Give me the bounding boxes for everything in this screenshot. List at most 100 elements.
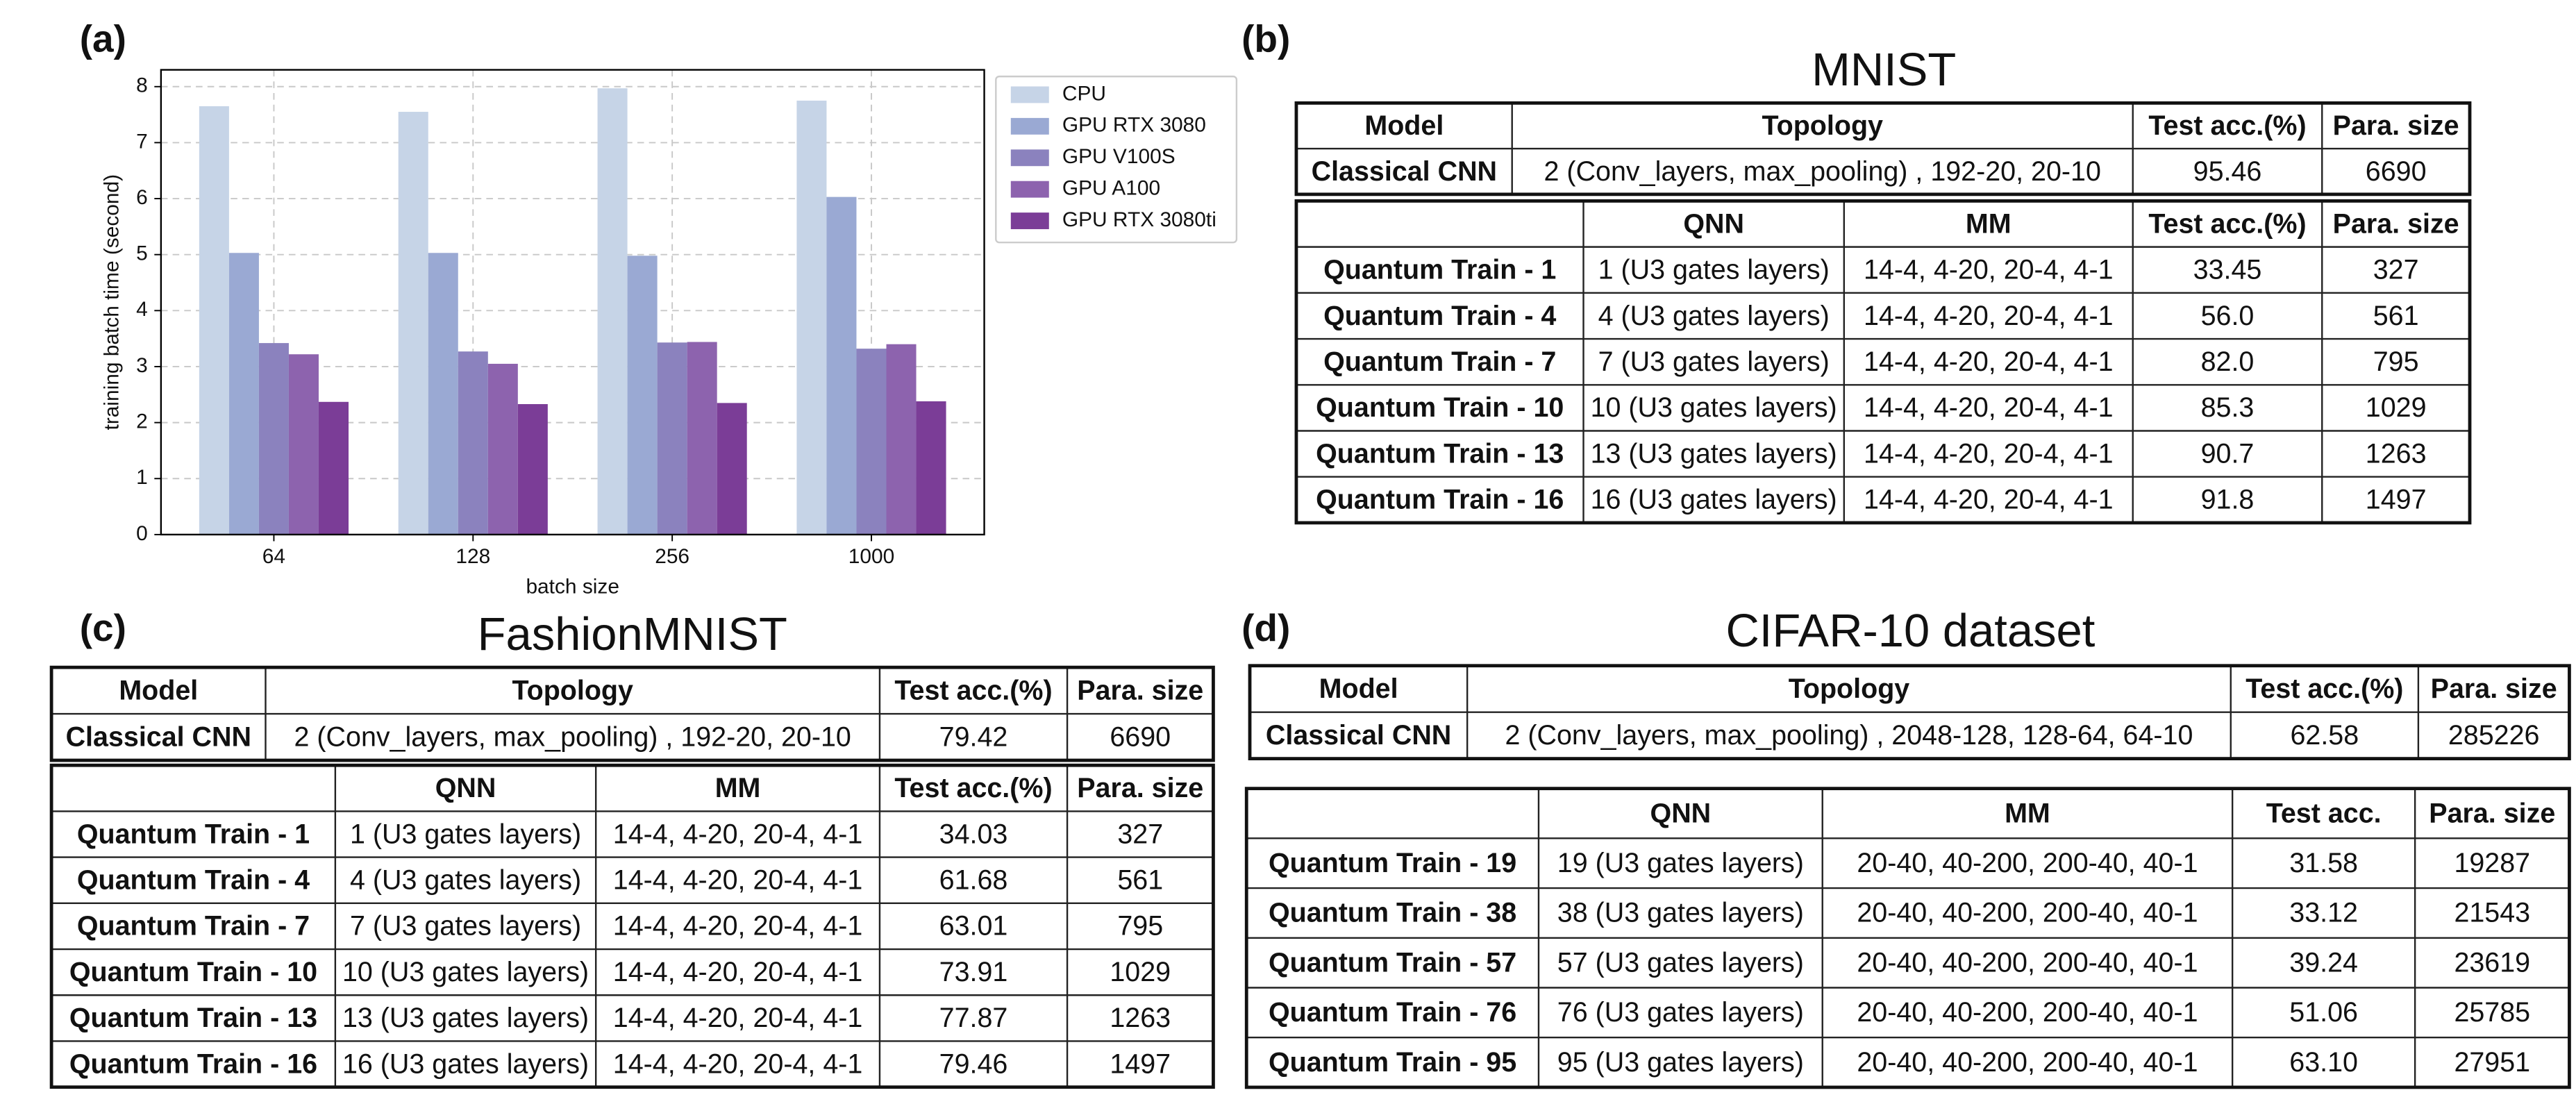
table-cell: 21543 xyxy=(2454,898,2530,928)
table-cell: Classical CNN xyxy=(66,721,251,752)
bar xyxy=(886,344,917,535)
table-header: Para. size xyxy=(1077,773,1203,803)
table-cell: 795 xyxy=(2373,346,2419,377)
table-cell: 795 xyxy=(1117,911,1163,942)
table-cell: 14-4, 4-20, 20-4, 4-1 xyxy=(1864,438,2114,469)
bar xyxy=(458,351,488,535)
table-header: MM xyxy=(2005,798,2050,828)
table-frame xyxy=(1294,101,2472,196)
bar xyxy=(627,256,658,535)
bar xyxy=(687,342,717,535)
bar xyxy=(597,88,628,535)
table-cell: Quantum Train - 1 xyxy=(77,819,310,849)
table-cell: 16 (U3 gates layers) xyxy=(1591,485,1837,515)
table-cell: Quantum Train - 13 xyxy=(1316,438,1564,469)
table-cell: 285226 xyxy=(2448,720,2540,751)
y-tick-label: 1 xyxy=(136,466,148,489)
x-tick-label: 1000 xyxy=(848,545,894,568)
panel-label: (c) xyxy=(80,606,126,649)
y-tick-label: 5 xyxy=(136,242,148,265)
table-header: Para. size xyxy=(2333,110,2459,141)
table-header: Test acc.(%) xyxy=(894,773,1052,803)
table-cell: 2 (Conv_layers, max_pooling) , 192-20, 2… xyxy=(1544,156,2101,187)
table-cell: Quantum Train - 76 xyxy=(1269,997,1516,1028)
table-cell: 20-40, 40-200, 200-40, 40-1 xyxy=(1857,1047,2198,1078)
table-frame xyxy=(1294,199,2472,525)
table-header: Test acc.(%) xyxy=(2148,110,2306,141)
table-cell: 63.10 xyxy=(2289,1047,2358,1078)
table-cell: 14-4, 4-20, 20-4, 4-1 xyxy=(1864,255,2114,285)
panel-label: (d) xyxy=(1241,606,1290,649)
legend-box xyxy=(995,75,1238,244)
table-cell: 14-4, 4-20, 20-4, 4-1 xyxy=(1864,485,2114,515)
bar xyxy=(796,100,827,535)
table-header: Test acc.(%) xyxy=(2245,674,2403,704)
table-cell: 327 xyxy=(2373,255,2419,285)
table-cell: 20-40, 40-200, 200-40, 40-1 xyxy=(1857,947,2198,978)
y-tick-label: 7 xyxy=(136,130,148,153)
table-cell: 77.87 xyxy=(939,1003,1008,1033)
table-frame xyxy=(49,665,1215,762)
table-header: Para. size xyxy=(2431,674,2557,704)
bar xyxy=(318,401,349,535)
bar xyxy=(199,106,229,535)
table-cell: 34.03 xyxy=(939,819,1008,849)
table-cell: 91.8 xyxy=(2201,485,2255,515)
table-frame xyxy=(1248,664,2571,761)
table-cell: 13 (U3 gates layers) xyxy=(342,1003,589,1033)
bar xyxy=(398,112,428,535)
table-cell: 14-4, 4-20, 20-4, 4-1 xyxy=(1864,392,2114,423)
table-cell: 82.0 xyxy=(2201,346,2255,377)
table-header: QNN xyxy=(1683,208,1744,239)
table-cell: 1263 xyxy=(1110,1003,1171,1033)
table-cell: 14-4, 4-20, 20-4, 4-1 xyxy=(613,865,863,896)
table-cell: 51.06 xyxy=(2289,997,2358,1028)
table-header: QNN xyxy=(435,773,496,803)
bar xyxy=(916,401,946,535)
table-cell: 561 xyxy=(1117,865,1163,896)
table-header: MM xyxy=(715,773,761,803)
bar xyxy=(717,403,747,535)
bar xyxy=(428,253,458,535)
table-cell: Quantum Train - 95 xyxy=(1269,1047,1516,1078)
table-cell: 16 (U3 gates layers) xyxy=(342,1048,589,1079)
table-title: CIFAR-10 dataset xyxy=(1725,605,2095,657)
x-tick-label: 64 xyxy=(262,545,285,568)
table-cell: 1497 xyxy=(1110,1048,1171,1079)
table-cell: 20-40, 40-200, 200-40, 40-1 xyxy=(1857,898,2198,928)
table-cell: 14-4, 4-20, 20-4, 4-1 xyxy=(613,957,863,987)
table-header: MM xyxy=(1966,208,2012,239)
table-cell: 19287 xyxy=(2454,848,2530,878)
bar xyxy=(288,354,319,535)
table-cell: Quantum Train - 4 xyxy=(77,865,310,896)
table-cell: 7 (U3 gates layers) xyxy=(350,911,581,942)
table-cell: 79.42 xyxy=(939,721,1008,752)
table-cell: 14-4, 4-20, 20-4, 4-1 xyxy=(1864,346,2114,377)
table-cell: 14-4, 4-20, 20-4, 4-1 xyxy=(613,819,863,849)
table-header: Test acc. xyxy=(2266,798,2382,828)
y-tick-label: 3 xyxy=(136,354,148,377)
table-cell: 73.91 xyxy=(939,957,1008,987)
table-cell: 23619 xyxy=(2454,947,2530,978)
bar xyxy=(517,404,548,535)
plot-frame xyxy=(160,69,985,536)
table-cell: 14-4, 4-20, 20-4, 4-1 xyxy=(613,1048,863,1079)
legend-swatch xyxy=(1010,181,1049,198)
table-cell: Quantum Train - 7 xyxy=(1323,346,1556,377)
table-cell: Quantum Train - 1 xyxy=(1323,255,1556,285)
legend-label: CPU xyxy=(1062,82,1106,105)
table-header: Test acc.(%) xyxy=(2148,208,2306,239)
y-tick-label: 8 xyxy=(136,74,148,97)
bar xyxy=(258,343,289,535)
table-cell: 4 (U3 gates layers) xyxy=(1598,301,1830,331)
table-cell: Quantum Train - 10 xyxy=(1316,392,1564,423)
legend-swatch xyxy=(1010,149,1049,167)
table-cell: 10 (U3 gates layers) xyxy=(1591,392,1837,423)
table-cell: 62.58 xyxy=(2290,720,2359,751)
table-cell: 4 (U3 gates layers) xyxy=(350,865,581,896)
y-tick-label: 2 xyxy=(136,410,148,433)
table-cell: Classical CNN xyxy=(1266,720,1451,751)
table-title: FashionMNIST xyxy=(478,608,787,660)
